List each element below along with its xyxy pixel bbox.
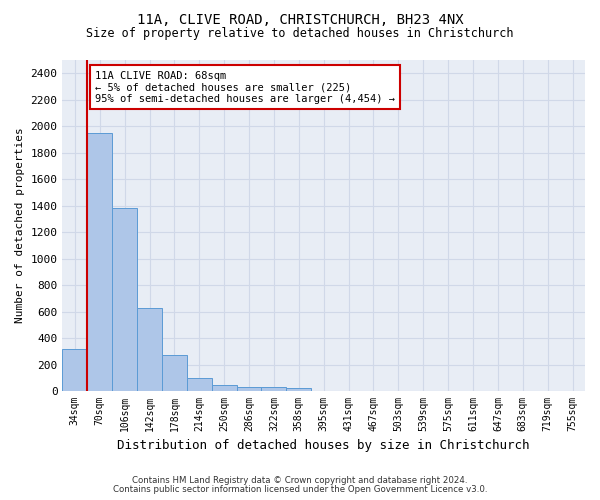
Bar bbox=[212, 384, 236, 391]
X-axis label: Distribution of detached houses by size in Christchurch: Distribution of detached houses by size … bbox=[118, 440, 530, 452]
Bar bbox=[137, 308, 162, 391]
Bar bbox=[162, 354, 187, 391]
Bar bbox=[88, 133, 112, 391]
Bar bbox=[286, 388, 311, 391]
Bar bbox=[112, 208, 137, 391]
Text: 11A, CLIVE ROAD, CHRISTCHURCH, BH23 4NX: 11A, CLIVE ROAD, CHRISTCHURCH, BH23 4NX bbox=[137, 12, 463, 26]
Text: Contains HM Land Registry data © Crown copyright and database right 2024.: Contains HM Land Registry data © Crown c… bbox=[132, 476, 468, 485]
Bar bbox=[236, 387, 262, 391]
Text: 11A CLIVE ROAD: 68sqm
← 5% of detached houses are smaller (225)
95% of semi-deta: 11A CLIVE ROAD: 68sqm ← 5% of detached h… bbox=[95, 70, 395, 104]
Bar bbox=[262, 388, 286, 391]
Y-axis label: Number of detached properties: Number of detached properties bbox=[15, 128, 25, 324]
Bar bbox=[187, 378, 212, 391]
Text: Size of property relative to detached houses in Christchurch: Size of property relative to detached ho… bbox=[86, 28, 514, 40]
Text: Contains public sector information licensed under the Open Government Licence v3: Contains public sector information licen… bbox=[113, 484, 487, 494]
Bar bbox=[62, 350, 88, 391]
